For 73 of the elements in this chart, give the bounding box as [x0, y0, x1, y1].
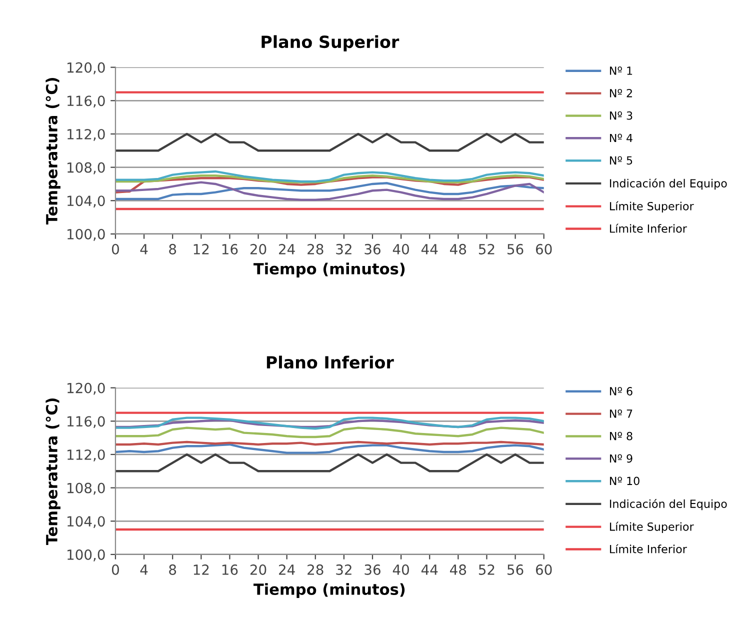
y-axis-title: Temperatura (°C) — [46, 398, 60, 546]
y-tick-label: 112,0 — [68, 128, 105, 141]
y-tick-label: 100,0 — [68, 228, 105, 241]
legend-label: Indicación del Equipo — [610, 498, 727, 510]
x-tick-label: 48 — [450, 244, 466, 254]
legend-label: Nº 6 — [610, 387, 632, 396]
x-tick-label: 0 — [112, 244, 119, 254]
x-tick-label: 32 — [336, 244, 352, 254]
legend-label: Nº 9 — [610, 454, 632, 463]
legend-label: Nº 2 — [610, 88, 632, 98]
x-tick-label: 60 — [536, 244, 552, 254]
x-tick-label: 4 — [140, 244, 148, 254]
line-series — [115, 426, 544, 438]
y-tick-label: 120,0 — [68, 382, 105, 395]
x-tick-label: 36 — [364, 564, 380, 575]
legend-label: Límite Inferior — [610, 544, 687, 554]
x-axis-title: Tiempo (minutos) — [254, 583, 405, 598]
x-tick-label: 20 — [250, 244, 266, 254]
y-tick-label: 100,0 — [68, 549, 105, 562]
chart-title: Plano Inferior — [266, 356, 394, 369]
y-tick-label: 104,0 — [68, 196, 105, 208]
legend-label: Límite Superior — [610, 201, 694, 213]
legend-label: Nº 8 — [610, 432, 632, 440]
x-tick-label: 40 — [392, 564, 409, 575]
legend-label: Nº 5 — [610, 156, 632, 165]
x-tick-label: 60 — [536, 564, 552, 575]
y-axis-title: Temperatura (°C) — [46, 78, 60, 225]
y-tick-label: 108,0 — [68, 162, 105, 174]
y-tick-label: 104,0 — [68, 516, 105, 528]
x-tick-label: 40 — [392, 244, 409, 254]
legend-label: Indicación del Equipo — [610, 178, 727, 190]
x-tick-label: 36 — [364, 244, 380, 254]
x-tick-label: 52 — [478, 564, 494, 575]
x-tick-label: 20 — [250, 564, 266, 575]
y-tick-label: 120,0 — [68, 62, 105, 74]
x-tick-label: 24 — [279, 244, 295, 254]
legend-label: Nº 10 — [610, 476, 640, 486]
x-tick-label: 24 — [279, 564, 295, 575]
legend-label: Nº 7 — [610, 409, 632, 418]
x-tick-label: 28 — [308, 564, 324, 575]
x-tick-label: 56 — [508, 564, 524, 575]
y-tick-label: 116,0 — [68, 416, 105, 428]
legend-label: Límite Inferior — [610, 224, 687, 233]
x-tick-label: 44 — [421, 244, 438, 254]
legend-label: Nº 1 — [610, 66, 632, 75]
x-tick-label: 56 — [508, 244, 524, 254]
legend-label: Nº 3 — [610, 111, 632, 120]
y-tick-label: 116,0 — [68, 96, 105, 108]
x-tick-label: 16 — [222, 564, 238, 575]
y-tick-label: 108,0 — [68, 482, 105, 495]
x-tick-label: 48 — [450, 564, 466, 575]
x-tick-label: 8 — [169, 244, 176, 254]
x-tick-label: 12 — [194, 244, 209, 254]
legend-label: Límite Superior — [610, 522, 694, 534]
x-tick-label: 4 — [140, 564, 148, 575]
legend-label: Nº 4 — [610, 134, 632, 142]
line-series — [115, 176, 544, 194]
x-tick-label: 16 — [222, 244, 238, 254]
x-tick-label: 44 — [421, 564, 438, 575]
x-tick-label: 12 — [194, 564, 209, 575]
line-series — [115, 416, 544, 430]
x-tick-label: 0 — [112, 564, 119, 575]
x-tick-label: 32 — [336, 564, 352, 575]
x-tick-label: 28 — [308, 244, 324, 254]
line-series — [115, 443, 544, 454]
line-series — [115, 170, 544, 183]
chart-title: Plano Superior — [262, 35, 400, 52]
x-tick-label: 52 — [478, 244, 494, 254]
line-series — [115, 419, 544, 428]
x-tick-label: 8 — [169, 564, 176, 575]
y-tick-label: 112,0 — [68, 449, 105, 462]
x-axis-title: Tiempo (minutos) — [254, 262, 405, 278]
line-series — [115, 174, 544, 184]
